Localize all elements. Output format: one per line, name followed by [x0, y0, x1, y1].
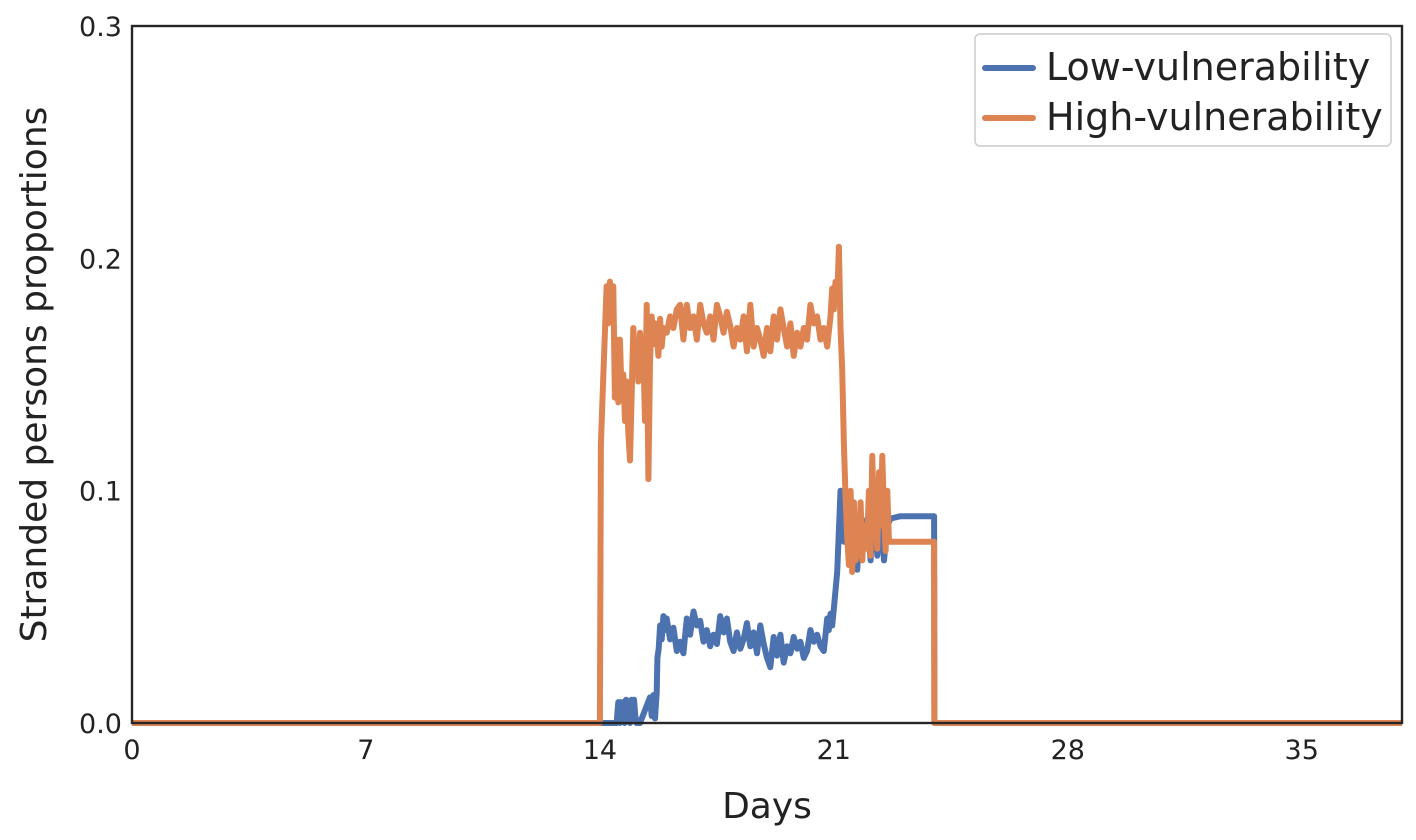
legend-label-high-vulnerability: High-vulnerability	[1046, 95, 1383, 139]
y-tick-label: 0.3	[79, 12, 122, 43]
y-tick-label: 0.2	[79, 244, 122, 275]
series-line-high-vulnerability	[132, 243, 1402, 726]
legend: Low-vulnerability High-vulnerability	[974, 33, 1392, 147]
x-tick-label: 7	[357, 735, 374, 766]
plot-frame	[130, 24, 1404, 725]
y-tick-label: 0.1	[79, 477, 122, 508]
x-tick-label: 0	[123, 735, 140, 766]
legend-label-low-vulnerability: Low-vulnerability	[1046, 45, 1370, 89]
x-tick-label: 21	[817, 735, 851, 766]
x-tick-label: 14	[583, 735, 617, 766]
y-tick-label: 0.0	[79, 709, 122, 740]
x-tick-label: 28	[1051, 735, 1085, 766]
tick-layer: 0 7 14 21 28 35 0.0 0.1 0.2 0.3	[79, 12, 1319, 766]
legend-box	[974, 33, 1392, 147]
y-axis-label: Stranded persons proportions	[14, 107, 55, 643]
x-axis-label: Days	[722, 786, 812, 827]
x-tick-label: 35	[1285, 735, 1319, 766]
